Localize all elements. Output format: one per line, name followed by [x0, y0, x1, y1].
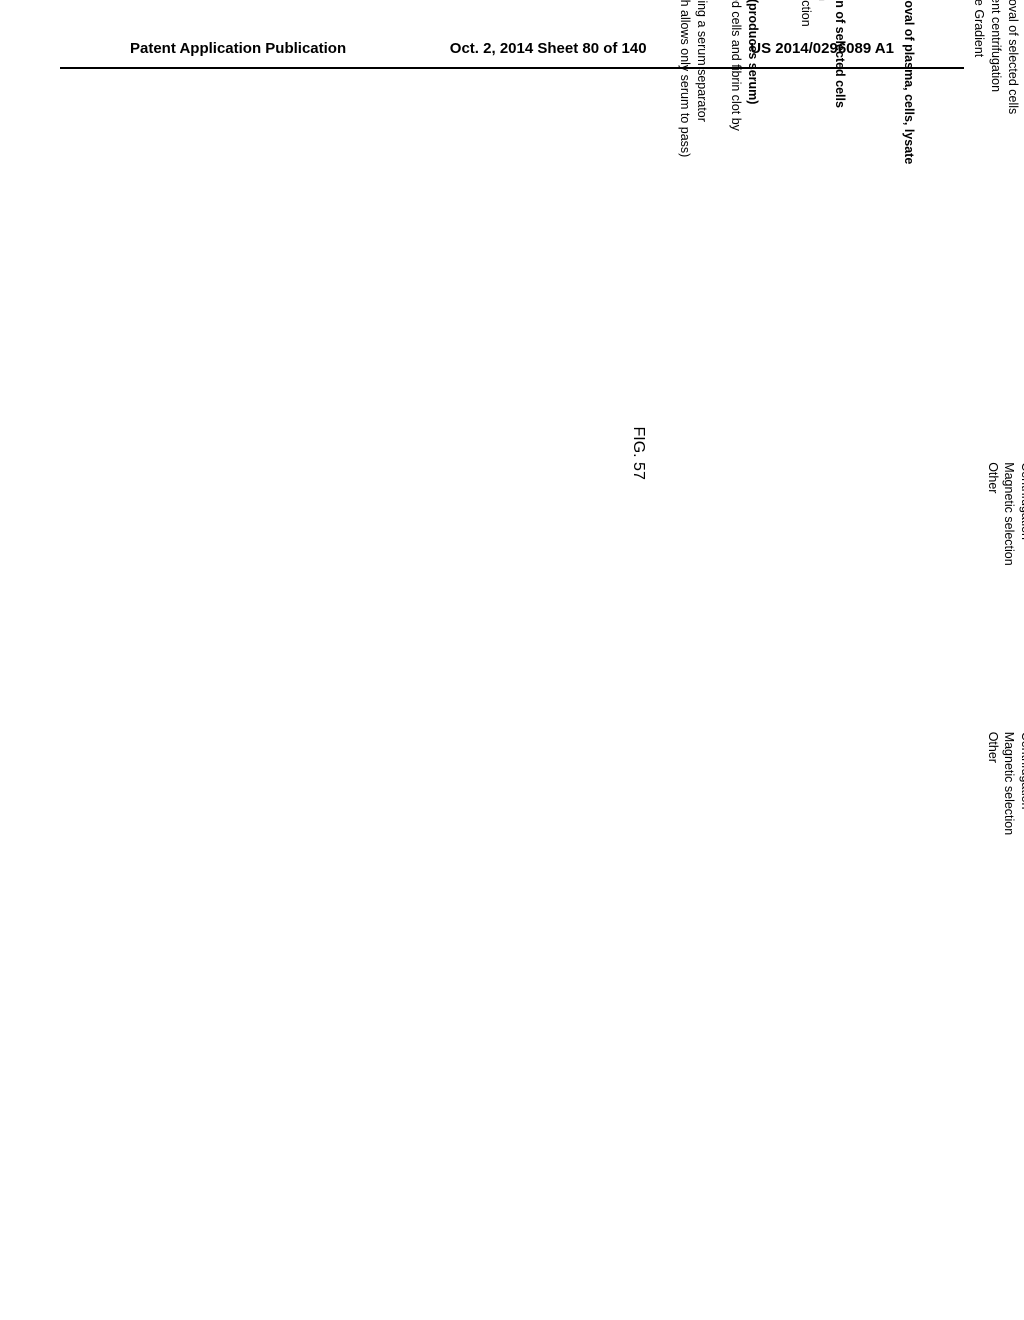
group: Physical removal of plasma, cells, lysat… — [867, 0, 917, 175]
figure-label: FIG. 57 — [629, 0, 647, 983]
header-center: Oct. 2, 2014 Sheet 80 of 140 — [450, 40, 647, 57]
group: Separation of formed elements (red cells… — [937, 0, 1024, 175]
group-item: Density gradient centrifugation — [987, 0, 1004, 175]
column-1: Examples of sample processing with urine… — [657, 193, 1024, 445]
group-item: Other — [984, 732, 1001, 984]
group: Concentration of selected cellsCentrifug… — [984, 462, 1024, 714]
group-item: Other — [780, 0, 797, 175]
column-2: Examples of sample processing with feces… — [657, 462, 1024, 714]
group-item: Magnetic selection — [1001, 732, 1018, 984]
group-item: Separation using a serum separator — [694, 0, 711, 175]
group-title: Coagulation (produces serum) — [746, 0, 760, 175]
group-item: Other — [937, 0, 954, 175]
group-title: Physical removal of plasma, cells, lysat… — [903, 0, 917, 175]
column-0: Examples of sample processing with blood… — [657, 0, 1024, 175]
group: Concentration of selected cellsCentrifug… — [984, 732, 1024, 984]
group-item: Centrifugation — [1018, 732, 1024, 984]
group-item: Removal of red cells and fibrin clot by … — [711, 0, 745, 175]
group-item: (gel plug which allows only serum to pas… — [677, 0, 694, 175]
group: Coagulation (produces serum)Removal of r… — [677, 0, 761, 175]
group-item: Magnetic selection — [1001, 462, 1018, 714]
group: Concentration of selected cellsCentrifug… — [780, 0, 847, 175]
group-item: Other — [984, 462, 1001, 714]
group-item: Ficoll Hypaque Gradient — [970, 0, 987, 175]
group-item: Magnetic selection — [797, 0, 814, 175]
group-item: Centrifugation — [814, 0, 831, 175]
group-item: Other — [867, 0, 884, 175]
group-item: Magnetic removal of selected cells — [1004, 0, 1021, 175]
group-item: Elutriation — [954, 0, 971, 175]
group-title: Concentration of selected cells — [833, 0, 847, 175]
columns-container: Examples of sample processing with blood… — [657, 0, 1024, 983]
column-3: Examples of sample processing with other… — [657, 732, 1024, 984]
header-left: Patent Application Publication — [130, 40, 346, 57]
group-item: Centrifugation — [1018, 462, 1024, 714]
figure-content: Examples of sample processing with blood… — [629, 0, 1024, 983]
group-item: Use of pipette — [884, 0, 901, 175]
